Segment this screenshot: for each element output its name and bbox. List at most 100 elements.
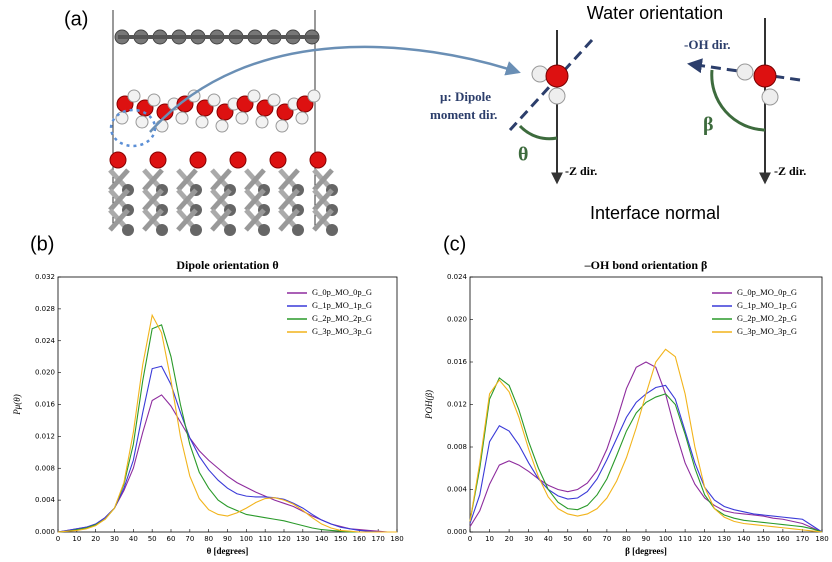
h-atom: [762, 89, 778, 105]
data-line: [470, 362, 822, 532]
x-tick-label: 10: [72, 535, 81, 543]
y-tick-label: 0.012: [447, 401, 467, 409]
metal-atom: [122, 224, 134, 236]
x-tick-label: 60: [583, 535, 592, 543]
data-line: [58, 315, 397, 532]
x-tick-label: 140: [737, 535, 750, 543]
z-label: -Z dir.: [565, 164, 597, 178]
metal-atom: [258, 224, 270, 236]
o-atom: [754, 65, 776, 87]
x-tick-label: 80: [204, 535, 213, 543]
x-tick-label: 100: [659, 535, 672, 543]
metal-atom: [326, 224, 338, 236]
oh-label: -OH dir.: [684, 37, 730, 52]
y-tick-label: 0.032: [35, 273, 55, 281]
y-tick-label: 0.028: [35, 305, 55, 313]
h-atom: [308, 90, 320, 102]
data-line: [58, 325, 397, 532]
x-tick-label: 30: [524, 535, 533, 543]
x-tick-label: 10: [485, 535, 494, 543]
x-tick-label: 80: [622, 535, 631, 543]
x-tick-label: 100: [240, 535, 253, 543]
h-atom: [216, 120, 228, 132]
o-atom: [546, 65, 568, 87]
x-tick-label: 20: [91, 535, 100, 543]
y-tick-label: 0.020: [35, 369, 55, 377]
beta-label: β: [703, 114, 714, 136]
x-tick-label: 70: [602, 535, 611, 543]
diagram-a: (a) Water orientation μ: Dipole moment d…: [64, 3, 806, 236]
metal-atom: [292, 224, 304, 236]
x-tick-label: 60: [167, 535, 176, 543]
x-tick-label: 170: [796, 535, 809, 543]
x-tick-label: 150: [757, 535, 770, 543]
molecular-model: [110, 30, 338, 236]
legend-label: G_3p_MO_3p_G: [312, 326, 372, 336]
x-tick-label: 70: [185, 535, 194, 543]
data-line: [470, 385, 822, 532]
h-atom: [532, 66, 548, 82]
mu-label: moment dir.: [430, 107, 497, 122]
x-tick-label: 130: [718, 535, 731, 543]
data-line: [470, 378, 822, 532]
data-line: [470, 349, 822, 532]
z-label: -Z dir.: [774, 164, 806, 178]
o-atom: [150, 152, 166, 168]
x-tick-label: 110: [678, 535, 691, 543]
x-axis-label: θ [degrees]: [207, 546, 249, 556]
x-tick-label: 130: [296, 535, 309, 543]
h-atom: [256, 116, 268, 128]
x-tick-label: 150: [334, 535, 347, 543]
legend-label: G_3p_MO_3p_G: [737, 326, 797, 336]
x-tick-label: 160: [353, 535, 366, 543]
y-tick-label: 0.004: [447, 486, 468, 494]
x-tick-label: 0: [56, 535, 60, 543]
o-atom: [310, 152, 326, 168]
h-atom: [136, 116, 148, 128]
diagram-title: Water orientation: [587, 3, 723, 23]
panel-label: (a): [64, 8, 88, 30]
h-atom: [248, 90, 260, 102]
h-atom: [549, 88, 565, 104]
x-tick-label: 40: [544, 535, 553, 543]
legend-label: G_2p_MO_2p_G: [312, 313, 372, 323]
o-atom: [190, 152, 206, 168]
x-tick-label: 90: [223, 535, 232, 543]
y-tick-label: 0.008: [35, 464, 55, 472]
x-tick-label: 20: [505, 535, 514, 543]
y-tick-label: 0.024: [447, 273, 468, 281]
x-tick-label: 110: [258, 535, 271, 543]
x-axis-label: β [degrees]: [625, 546, 667, 556]
data-line: [58, 395, 397, 532]
y-tick-label: 0.020: [447, 316, 467, 324]
data-line: [58, 366, 397, 532]
o-atom: [270, 152, 286, 168]
x-tick-label: 0: [468, 535, 472, 543]
y-tick-label: 0.000: [447, 528, 467, 536]
chart-title: Dipole orientation θ: [176, 258, 278, 272]
y-tick-label: 0.016: [35, 401, 56, 409]
panel-label: (b): [30, 233, 54, 255]
metal-atom: [190, 224, 202, 236]
x-tick-label: 140: [315, 535, 328, 543]
legend-label: G_1p_MO_1p_G: [737, 300, 797, 310]
x-tick-label: 120: [698, 535, 711, 543]
diagram-footer: Interface normal: [590, 203, 720, 223]
h-atom: [196, 116, 208, 128]
h-atom: [236, 112, 248, 124]
legend-label: G_0p_MO_0p_G: [737, 287, 797, 297]
h-atom: [148, 94, 160, 106]
metal-atom: [224, 224, 236, 236]
panel-label: (c): [443, 233, 466, 255]
h-atom: [276, 120, 288, 132]
mu-label: μ: Dipole: [440, 89, 491, 104]
figure: (a) Water orientation μ: Dipole moment d…: [0, 0, 832, 562]
h-atom: [176, 112, 188, 124]
legend-label: G_1p_MO_1p_G: [312, 300, 372, 310]
angle-arc: [520, 126, 557, 139]
h-atom: [268, 94, 280, 106]
legend-label: G_0p_MO_0p_G: [312, 287, 372, 297]
x-tick-label: 50: [148, 535, 157, 543]
chart-title: –OH bond orientation β: [584, 258, 708, 272]
o-atom: [110, 152, 126, 168]
